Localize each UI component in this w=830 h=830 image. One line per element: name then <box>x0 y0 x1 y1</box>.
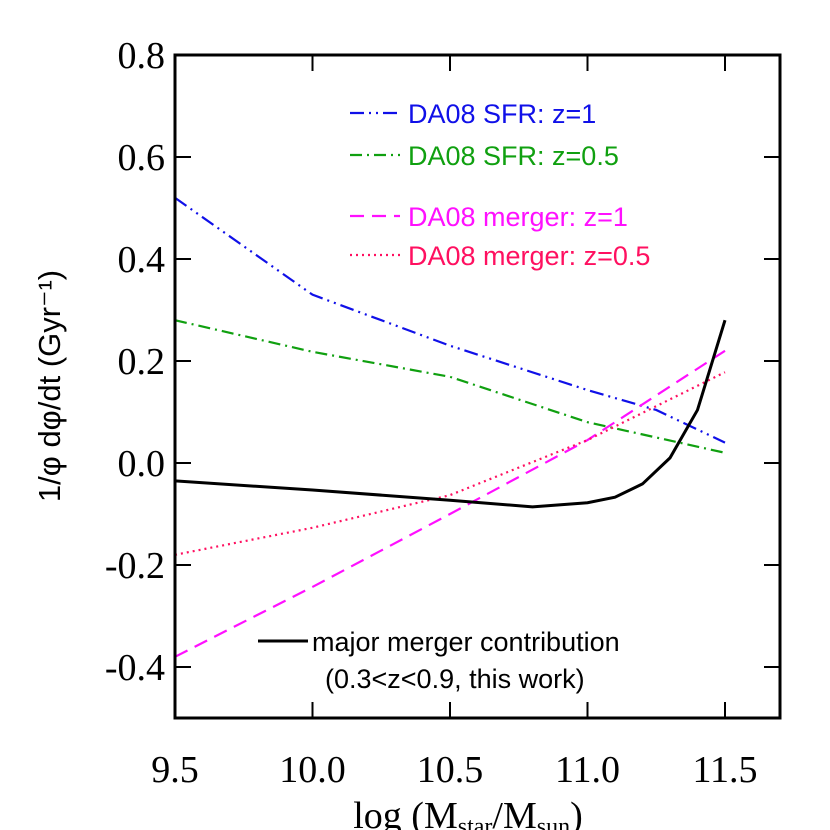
x-tick-label: 10.5 <box>417 749 484 791</box>
x-label-part: /M <box>492 795 536 830</box>
plot-frame <box>173 53 782 720</box>
x-tick-label: 11.5 <box>692 749 757 791</box>
y-tick-label: 0.8 <box>118 35 166 77</box>
annotation: (0.3<z<0.9, this work) <box>325 664 585 694</box>
series-line <box>175 349 726 658</box>
y-tick-label: 0.0 <box>118 443 166 485</box>
series-line <box>175 196 726 444</box>
series-line <box>175 319 726 454</box>
x-tick-label: 10.0 <box>279 749 346 791</box>
legend-label: DA08 merger: z=0.5 <box>408 241 650 271</box>
x-tick-label: 11.0 <box>555 749 620 791</box>
x-tick-label: 9.5 <box>151 749 199 791</box>
series-line <box>175 319 727 509</box>
y-tick-label: 0.2 <box>118 341 166 383</box>
legend-label: DA08 SFR: z=1 <box>408 99 596 129</box>
y-tick-label: 0.6 <box>118 137 166 179</box>
legend-label: DA08 merger: z=1 <box>408 202 628 232</box>
x-label-part: ) <box>570 795 583 830</box>
y-tick-label: -0.2 <box>105 545 165 587</box>
x-label-part: sun <box>537 814 570 830</box>
y-tick-label: -0.4 <box>105 647 165 689</box>
legend-label: major merger contribution <box>312 627 620 657</box>
x-axis-label: log (Mstar/Msun) <box>353 795 583 830</box>
series-line <box>175 371 726 556</box>
x-label-part: star <box>458 814 493 830</box>
x-label-part: log (M <box>353 795 458 830</box>
y-tick-label: 0.4 <box>118 239 166 281</box>
y-axis-label: 1/φ dφ/dt (Gyr⁻¹) <box>32 270 67 502</box>
legend-label: DA08 SFR: z=0.5 <box>408 141 619 171</box>
